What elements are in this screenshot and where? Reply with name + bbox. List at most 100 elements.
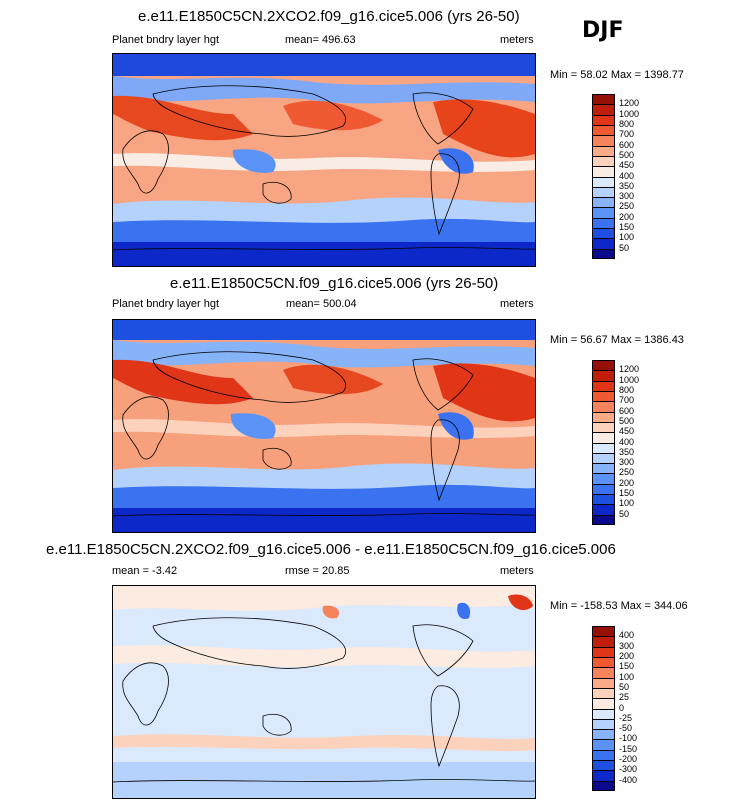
colorbar-box [593, 749, 614, 761]
colorbar-tick-label: 50 [619, 242, 630, 253]
colorbar-tick-label: 250 [619, 467, 635, 478]
colorbar-tick-label: 50 [619, 681, 630, 692]
panel3-field [113, 586, 535, 798]
colorbar-box [593, 197, 614, 208]
colorbar-box [593, 494, 614, 505]
panel1-units: meters [500, 34, 534, 46]
panel2-field [113, 320, 535, 532]
colorbar-tick-label: 800 [619, 118, 635, 129]
colorbar-tick-label: 350 [619, 180, 635, 191]
colorbar-tick-label: 0 [619, 702, 625, 713]
colorbar-tick-label: 1000 [619, 374, 640, 385]
colorbar-box [593, 370, 614, 381]
colorbar-box [593, 677, 614, 688]
colorbar-tick-label: 400 [619, 630, 635, 641]
colorbar-box [593, 473, 614, 484]
colorbar-box [593, 687, 614, 699]
colorbar-box [593, 636, 614, 647]
colorbar-tick-label: 600 [619, 405, 635, 416]
colorbar-tick-label: 250 [619, 201, 635, 212]
panel2-variable: Planet bndry layer hgt [112, 298, 220, 310]
colorbar-tick-label: 150 [619, 661, 635, 672]
colorbar-tick-label: 800 [619, 384, 635, 395]
colorbar-tick-label: 1200 [619, 98, 640, 109]
colorbar-box [593, 442, 614, 453]
panel3-colorbar-boxes [592, 626, 615, 791]
panel3-minmax: Min = -158.53 Max = 344.06 [550, 600, 688, 612]
colorbar-tick-label: 350 [619, 446, 635, 457]
colorbar-box [593, 380, 614, 391]
colorbar-box [593, 718, 614, 730]
colorbar-box [593, 656, 614, 668]
colorbar-box [593, 463, 614, 474]
colorbar-box [593, 248, 614, 259]
panel1-variable: Planet bndry layer hgt [112, 34, 220, 46]
colorbar-box [593, 401, 614, 412]
colorbar-tick-label: 100 [619, 671, 635, 682]
panel3-title: e.e11.E1850C5CN.2XCO2.f09_g16.cice5.006 … [46, 541, 616, 558]
colorbar-box [593, 186, 614, 198]
colorbar-box [593, 729, 614, 740]
colorbar-tick-label: 300 [619, 457, 635, 468]
colorbar-tick-label: 700 [619, 395, 635, 406]
colorbar-tick-label: 100 [619, 232, 635, 243]
colorbar-tick-label: 50 [619, 508, 630, 519]
panel3-mean: mean = -3.42 [112, 565, 178, 577]
panel2-mean: mean= 500.04 [286, 298, 357, 310]
panel2-map [112, 319, 536, 533]
colorbar-tick-label: 300 [619, 640, 635, 651]
colorbar-tick-label: 450 [619, 160, 635, 171]
colorbar-tick-label: -400 [619, 774, 638, 785]
panel2-title: e.e11.E1850C5CN.f09_g16.cice5.006 (yrs 2… [170, 275, 499, 292]
colorbar-tick-label: 150 [619, 222, 635, 233]
colorbar-box [593, 770, 614, 781]
colorbar-tick-label: 500 [619, 415, 635, 426]
colorbar-box [593, 760, 614, 771]
colorbar-box [593, 145, 614, 156]
colorbar-box [593, 708, 614, 719]
panel3-rmse: rmse = 20.85 [285, 565, 350, 577]
colorbar-tick-label: 600 [619, 139, 635, 150]
colorbar-box [593, 483, 614, 495]
colorbar-box [593, 166, 614, 177]
colorbar-box [593, 114, 614, 125]
colorbar-box [593, 94, 614, 105]
colorbar-tick-label: 700 [619, 129, 635, 140]
colorbar-tick-label: -200 [619, 754, 638, 765]
colorbar-tick-label: 400 [619, 436, 635, 447]
colorbar-tick-label: 300 [619, 191, 635, 202]
colorbar-tick-label: 25 [619, 692, 630, 703]
panel1-colorbar-boxes [592, 94, 615, 259]
colorbar-box [593, 135, 614, 146]
colorbar-box [593, 432, 614, 443]
colorbar-box [593, 155, 614, 167]
colorbar-tick-label: 200 [619, 211, 635, 222]
colorbar-box [593, 390, 614, 402]
panel1-mean: mean= 496.63 [285, 34, 356, 46]
panel2-minmax: Min = 56.67 Max = 1386.43 [550, 334, 684, 346]
colorbar-tick-label: -100 [619, 733, 638, 744]
panel1-map [112, 53, 536, 267]
colorbar-box [593, 228, 614, 239]
colorbar-box [593, 698, 614, 709]
colorbar-box [593, 411, 614, 422]
colorbar-tick-label: 150 [619, 488, 635, 499]
panel1-title: e.e11.E1850C5CN.2XCO2.f09_g16.cice5.006 … [138, 8, 520, 25]
season-label: DJF [582, 18, 624, 43]
colorbar-box [593, 626, 614, 637]
colorbar-box [593, 207, 614, 218]
panel2-colorbar-boxes [592, 360, 615, 525]
colorbar-box [593, 238, 614, 249]
colorbar-box [593, 739, 614, 750]
colorbar-box [593, 360, 614, 371]
colorbar-tick-label: 100 [619, 498, 635, 509]
colorbar-tick-label: -25 [619, 712, 633, 723]
colorbar-tick-label: 400 [619, 170, 635, 181]
panel3-map [112, 585, 536, 799]
colorbar-box [593, 104, 614, 115]
colorbar-box [593, 667, 614, 678]
colorbar-box [593, 217, 614, 229]
panel3-units: meters [500, 565, 534, 577]
colorbar-tick-label: -150 [619, 743, 638, 754]
colorbar-box [593, 421, 614, 433]
